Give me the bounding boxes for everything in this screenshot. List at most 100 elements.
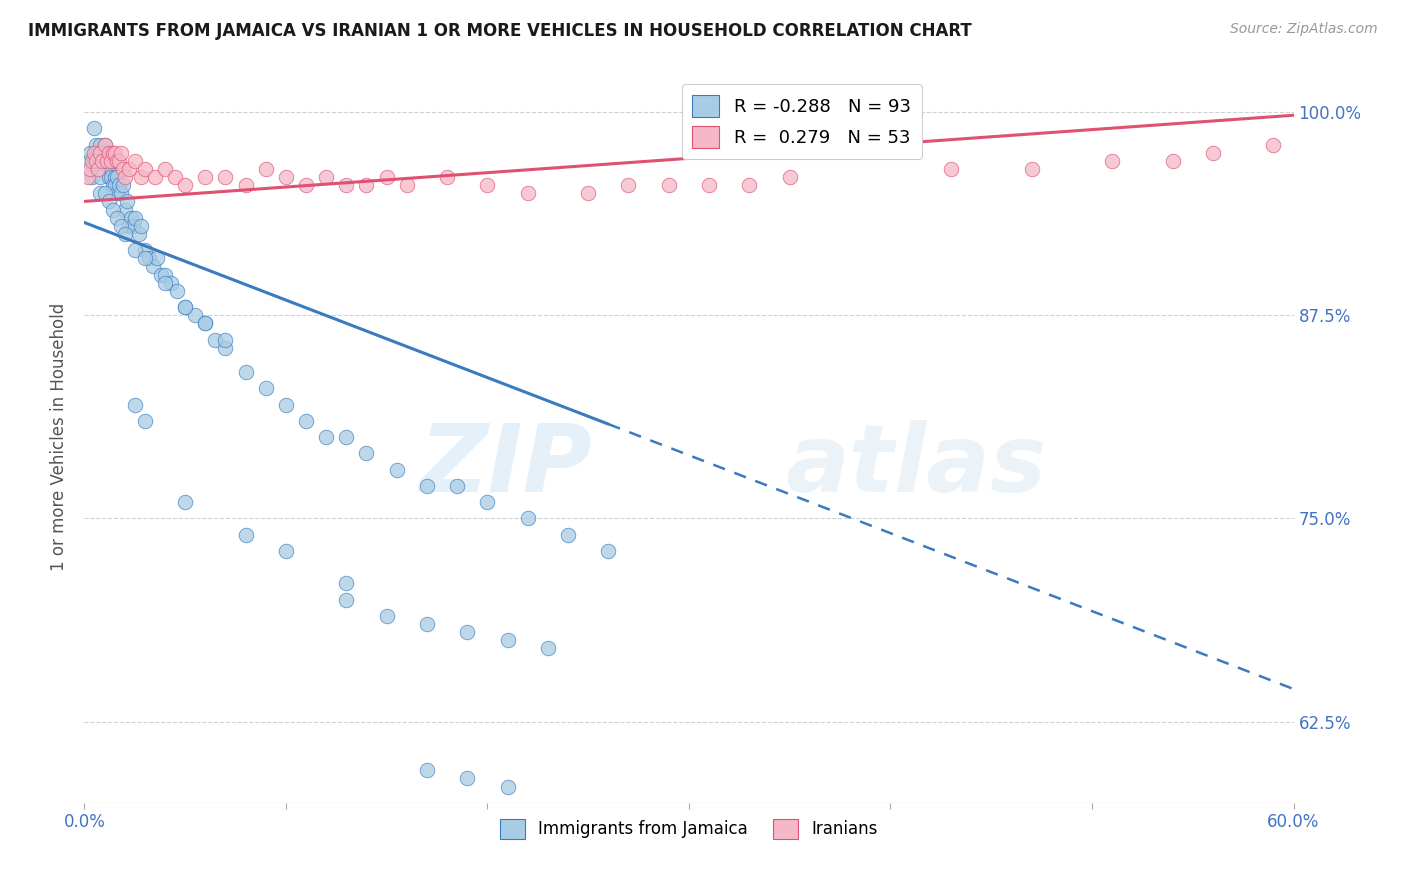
Point: [91, 153, 114, 168]
Point: [83, 145, 105, 160]
Text: atlas: atlas: [786, 420, 1047, 512]
Point: [114, 169, 136, 184]
Point: [235, 178, 257, 193]
Point: [134, 414, 156, 428]
Point: [89, 186, 111, 201]
Point: [118, 219, 141, 233]
Point: [105, 169, 128, 184]
Point: [114, 227, 136, 241]
Point: [496, 780, 519, 794]
Point: [114, 202, 136, 217]
Point: [416, 479, 439, 493]
Point: [93, 153, 115, 168]
Point: [89, 137, 111, 152]
Point: [111, 161, 134, 176]
Point: [315, 169, 337, 184]
Point: [96, 153, 118, 168]
Point: [100, 169, 122, 184]
Point: [160, 276, 183, 290]
Point: [124, 398, 146, 412]
Point: [124, 211, 146, 225]
Point: [214, 341, 236, 355]
Point: [96, 153, 118, 168]
Point: [174, 178, 197, 193]
Point: [537, 641, 560, 656]
Point: [129, 169, 152, 184]
Y-axis label: 1 or more Vehicles in Household: 1 or more Vehicles in Household: [51, 303, 69, 571]
Point: [138, 252, 160, 266]
Point: [617, 178, 640, 193]
Point: [142, 260, 165, 274]
Point: [93, 137, 115, 152]
Point: [395, 178, 418, 193]
Point: [91, 153, 114, 168]
Point: [165, 169, 187, 184]
Point: [100, 153, 122, 168]
Point: [315, 430, 337, 444]
Point: [254, 381, 277, 395]
Point: [335, 576, 357, 591]
Point: [274, 398, 297, 412]
Point: [375, 608, 398, 623]
Point: [214, 333, 236, 347]
Point: [129, 219, 152, 233]
Point: [149, 268, 172, 282]
Point: [254, 161, 277, 176]
Point: [456, 772, 478, 786]
Point: [118, 161, 141, 176]
Point: [194, 169, 217, 184]
Point: [194, 316, 217, 330]
Point: [235, 365, 257, 379]
Text: IMMIGRANTS FROM JAMAICA VS IRANIAN 1 OR MORE VEHICLES IN HOUSEHOLD CORRELATION C: IMMIGRANTS FROM JAMAICA VS IRANIAN 1 OR …: [28, 22, 972, 40]
Point: [93, 186, 115, 201]
Point: [174, 495, 197, 509]
Point: [1263, 137, 1285, 152]
Point: [97, 169, 120, 184]
Point: [87, 153, 110, 168]
Point: [105, 153, 128, 168]
Point: [204, 333, 226, 347]
Point: [120, 211, 142, 225]
Point: [104, 145, 127, 160]
Point: [86, 153, 108, 168]
Point: [456, 625, 478, 640]
Point: [516, 186, 538, 201]
Point: [385, 462, 408, 476]
Point: [477, 178, 499, 193]
Point: [86, 145, 108, 160]
Point: [1202, 145, 1225, 160]
Point: [1021, 161, 1043, 176]
Point: [146, 252, 169, 266]
Point: [104, 169, 127, 184]
Point: [101, 145, 124, 160]
Point: [335, 178, 357, 193]
Point: [446, 479, 468, 493]
Point: [101, 178, 124, 193]
Point: [295, 414, 318, 428]
Point: [779, 169, 801, 184]
Point: [184, 308, 207, 322]
Point: [153, 161, 176, 176]
Point: [89, 145, 111, 160]
Point: [166, 284, 188, 298]
Point: [110, 186, 132, 201]
Point: [77, 153, 100, 168]
Point: [87, 145, 110, 160]
Point: [124, 243, 146, 257]
Point: [356, 178, 378, 193]
Point: [134, 252, 156, 266]
Point: [97, 194, 120, 209]
Point: [1101, 153, 1123, 168]
Point: [107, 178, 129, 193]
Point: [658, 178, 681, 193]
Point: [174, 300, 197, 314]
Legend: Immigrants from Jamaica, Iranians: Immigrants from Jamaica, Iranians: [494, 812, 884, 846]
Point: [83, 153, 105, 168]
Point: [77, 169, 100, 184]
Point: [274, 544, 297, 558]
Point: [111, 178, 134, 193]
Point: [477, 495, 499, 509]
Point: [101, 153, 124, 168]
Point: [79, 145, 101, 160]
Point: [153, 268, 176, 282]
